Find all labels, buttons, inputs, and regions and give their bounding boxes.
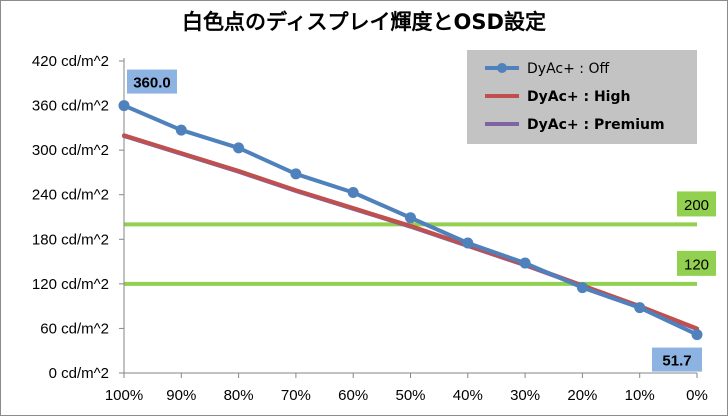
data-label: 360.0 [133, 75, 171, 92]
x-tick-label: 10% [625, 387, 655, 404]
series-marker-point [290, 168, 302, 180]
y-tick-label: 360 cd/m^2 [32, 98, 109, 115]
reference-label-120: 120 [684, 256, 709, 273]
x-tick-label: 80% [224, 387, 254, 404]
data-label-box [127, 69, 177, 94]
data-label: 51.7 [662, 353, 691, 370]
axes: 0 cd/m^2 60 cd/m^2 120 cd/m^2 180 cd/m^2 240… [32, 53, 708, 404]
x-tick-label: 30% [510, 387, 540, 404]
series-marker-point [405, 212, 416, 224]
series-marker-point [233, 142, 245, 154]
x-tick-label: 50% [395, 387, 425, 404]
y-tick-label: 300 cd/m^2 [32, 142, 109, 159]
series-marker-point [634, 302, 646, 314]
series-marker-point [519, 257, 531, 269]
y-tick-label: 420 cd/m^2 [32, 53, 109, 70]
y-tick-label: 0 cd/m^2 [49, 365, 109, 382]
x-tick-label: 20% [567, 387, 597, 404]
y-tick-label: 60 cd/m^2 [40, 320, 109, 337]
x-tick-label: 100% [105, 387, 143, 404]
x-tick-label: 40% [453, 387, 483, 404]
y-tick-label: 180 cd/m^2 [32, 231, 109, 248]
series-marker-point [118, 100, 130, 112]
y-tick-label: 240 cd/m^2 [32, 187, 109, 204]
legend-marker-0 [497, 63, 507, 73]
chart-title: 白色点のディスプレイ輝度とOSD設定 [182, 10, 546, 34]
y-tick-label: 120 cd/m^2 [32, 276, 109, 293]
series-marker-point [175, 124, 187, 136]
reference-label-box-120 [677, 250, 716, 276]
series-marker-point [576, 282, 588, 294]
series-marker-point [462, 237, 474, 249]
data-labels: 360.0 51.7 [127, 69, 702, 372]
x-tick-label: 0% [686, 387, 708, 404]
data-label-box [652, 347, 702, 372]
legend: DyAc+ : Off DyAc+ : High DyAc+ : Premium [467, 50, 697, 144]
series-markers [118, 100, 703, 341]
legend-entry-2: DyAc+ : Premium [527, 117, 665, 133]
series-line-2 [122, 134, 699, 332]
reference-label-200: 200 [684, 197, 709, 214]
legend-entry-1: DyAc+ : High [527, 89, 630, 105]
reference-label-box-200 [677, 191, 716, 217]
x-tick-label: 60% [338, 387, 368, 404]
x-tick-label: 70% [281, 387, 311, 404]
legend-entry-0: DyAc+ : Off [527, 61, 609, 77]
series-marker-point [691, 329, 703, 341]
reference-lines: 200 120 [124, 191, 716, 286]
series-marker-point [347, 186, 359, 198]
x-tick-label: 90% [166, 387, 196, 404]
